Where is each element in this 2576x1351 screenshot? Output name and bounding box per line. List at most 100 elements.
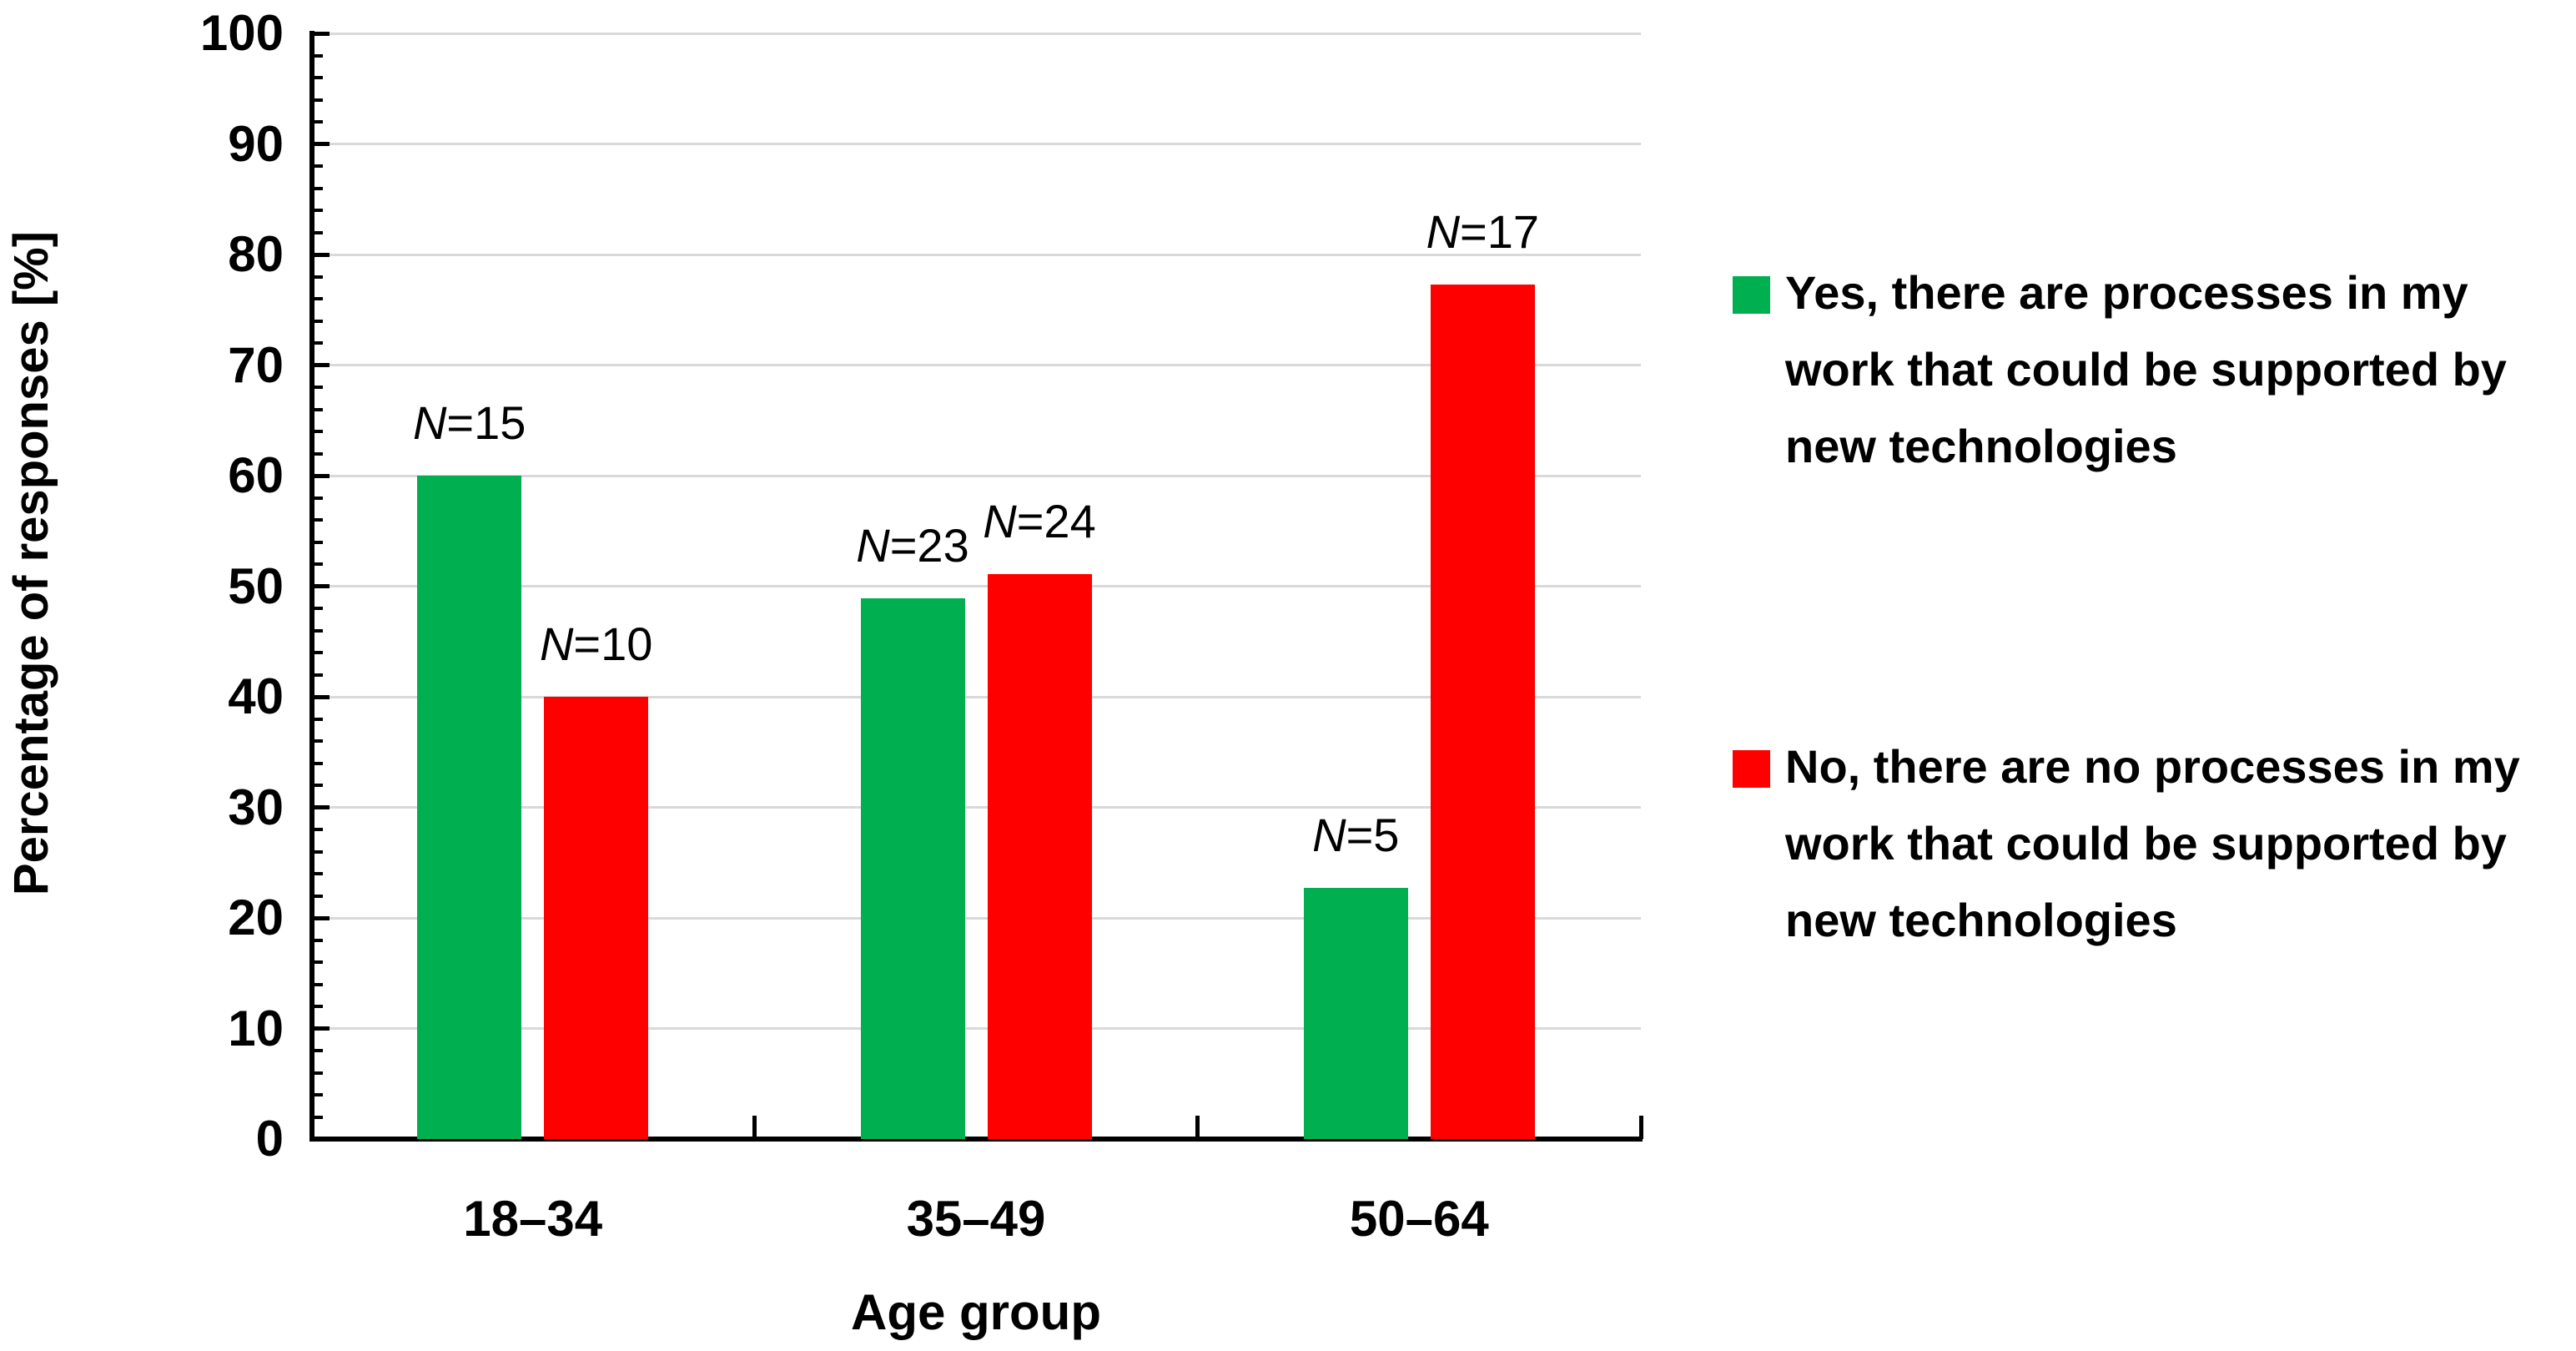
y-minor-tick: [311, 960, 323, 964]
y-minor-tick: [311, 76, 323, 79]
y-minor-tick: [311, 496, 323, 500]
y-major-tick: [311, 694, 330, 699]
bar-yes-2: [1303, 888, 1408, 1139]
y-tick-label: 50: [228, 557, 284, 614]
y-major-tick: [311, 473, 330, 478]
y-minor-tick: [311, 562, 323, 566]
y-major-tick: [311, 1137, 330, 1142]
y-tick-label: 70: [228, 336, 284, 393]
y-major-tick: [311, 142, 330, 146]
y-minor-tick: [311, 319, 323, 323]
x-tick-label: 35–49: [906, 1191, 1046, 1247]
x-tick: [1195, 1116, 1200, 1139]
y-minor-tick: [311, 341, 323, 345]
bar-no-2: [1430, 284, 1535, 1139]
bar-data-label: N=24: [983, 494, 1096, 547]
gridline: [311, 806, 1641, 809]
bar-yes-0: [417, 476, 522, 1139]
y-minor-tick: [311, 386, 323, 389]
bar-data-label: N=10: [539, 618, 653, 670]
y-minor-tick: [311, 1115, 323, 1119]
legend-label-line: work that could be supported by: [1785, 343, 2507, 396]
y-minor-tick: [311, 297, 323, 300]
data-label-n: N: [856, 519, 890, 572]
legend-swatch-yes: [1733, 276, 1770, 314]
y-minor-tick: [311, 53, 323, 58]
y-minor-tick: [311, 430, 323, 433]
y-minor-tick: [311, 938, 323, 942]
y-tick-label: 10: [228, 1000, 284, 1056]
bar-yes-1: [860, 598, 965, 1139]
bar-no-0: [544, 697, 649, 1139]
y-tick-label: 100: [199, 5, 284, 61]
y-tick-label: 20: [228, 890, 284, 945]
data-label-n: N: [1312, 809, 1346, 862]
y-minor-tick: [311, 607, 323, 610]
y-minor-tick: [311, 1093, 323, 1096]
data-label-n: N: [1426, 204, 1461, 258]
y-major-tick: [311, 584, 330, 588]
y-minor-tick: [311, 651, 323, 654]
bar-data-label: N=15: [412, 396, 526, 449]
gridline: [311, 364, 1641, 366]
y-major-tick: [311, 805, 330, 809]
y-minor-tick: [311, 540, 323, 544]
y-minor-tick: [311, 784, 323, 787]
y-tick-label: 60: [228, 447, 284, 503]
gridline: [311, 474, 1641, 477]
y-minor-tick: [311, 872, 323, 875]
y-minor-tick: [311, 518, 323, 522]
gridline: [311, 1027, 1641, 1030]
x-axis-line: [309, 1137, 1643, 1142]
gridline: [311, 695, 1641, 698]
legend-label-line: new technologies: [1785, 894, 2177, 946]
y-major-tick: [311, 363, 330, 367]
legend-item-no: No, there are no processes in my work tha…: [1785, 728, 2576, 959]
y-minor-tick: [311, 894, 323, 898]
x-tick: [309, 1116, 314, 1139]
gridline: [311, 585, 1641, 587]
bar-data-label: N=5: [1312, 809, 1400, 862]
legend-item-yes: Yes, there are processes in my work that …: [1785, 255, 2576, 485]
data-label-n: N: [539, 618, 574, 670]
gridline: [311, 916, 1641, 920]
y-tick-label: 90: [228, 115, 284, 172]
x-tick-label: 18–34: [463, 1191, 603, 1247]
gridline: [311, 143, 1641, 145]
y-minor-tick: [311, 982, 323, 986]
data-label-n: N: [412, 396, 447, 449]
y-major-tick: [311, 1026, 330, 1031]
legend-label-line: No, there are no processes in my: [1785, 740, 2520, 793]
y-minor-tick: [311, 275, 323, 279]
y-minor-tick: [311, 1071, 323, 1075]
y-minor-tick: [311, 1049, 323, 1052]
legend-label-line: Yes, there are processes in my: [1785, 266, 2468, 319]
x-axis-title: Age group: [851, 1284, 1101, 1340]
y-minor-tick: [311, 451, 323, 456]
y-tick-label: 0: [255, 1111, 284, 1167]
y-minor-tick: [311, 164, 323, 168]
legend-swatch-no: [1733, 750, 1770, 788]
gridline: [311, 32, 1641, 35]
legend-label-line: new technologies: [1785, 420, 2177, 472]
y-major-tick: [311, 252, 330, 257]
y-minor-tick: [311, 1005, 323, 1008]
y-minor-tick: [311, 98, 323, 102]
x-tick: [1638, 1116, 1643, 1139]
y-minor-tick: [311, 828, 323, 831]
y-major-tick: [311, 915, 330, 920]
x-tick-label: 50–64: [1349, 1191, 1489, 1247]
y-minor-tick: [311, 407, 323, 411]
y-minor-tick: [311, 230, 323, 234]
data-label-n: N: [983, 494, 1017, 547]
x-tick: [752, 1116, 757, 1139]
y-minor-tick: [311, 849, 323, 854]
y-minor-tick: [311, 717, 323, 721]
bar-data-label: N=23: [856, 519, 969, 572]
y-tick-label: 80: [228, 226, 284, 282]
y-minor-tick: [311, 209, 323, 212]
y-major-tick: [311, 31, 330, 36]
y-minor-tick: [311, 628, 323, 633]
y-tick-label: 30: [228, 779, 284, 835]
